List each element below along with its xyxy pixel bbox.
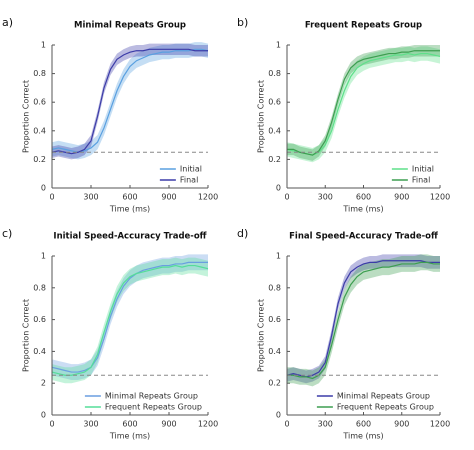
series-line (51, 261, 208, 373)
x-axis-label: Time (ms) (342, 205, 383, 214)
legend-label: Minimal Repeats Group (105, 392, 198, 401)
x-tick-label: 600 (122, 420, 137, 429)
x-tick-label: 300 (83, 420, 98, 429)
legend-label: Initial (412, 165, 434, 174)
y-tick-label: 0.4 (33, 126, 46, 135)
y-tick-label: 0.2 (268, 155, 281, 164)
confidence-band (287, 254, 440, 387)
x-tick-label: 900 (161, 193, 176, 202)
y-axis-label: Proportion Correct (22, 299, 31, 372)
chart-title: Final Speed-Accuracy Trade-off (289, 232, 438, 242)
y-tick-label: 0.6 (268, 98, 281, 107)
x-tick-label: 600 (356, 420, 371, 429)
y-tick-label: 1 (41, 252, 46, 261)
x-tick-label: 600 (356, 193, 371, 202)
legend: Minimal Repeats Group Frequent Repeats Gr… (84, 392, 202, 412)
confidence-band (52, 254, 208, 381)
y-tick-label: 0.8 (268, 283, 281, 292)
panel: b) Frequent Repeats Group 0 0.2 0.4 0.6 0.8 1 0 3… (237, 16, 450, 214)
series-line (286, 260, 440, 378)
chart-title: Initial Speed-Accuracy Trade-off (53, 232, 206, 242)
x-tick-label: 300 (318, 420, 333, 429)
x-tick-label: 1200 (430, 420, 450, 429)
y-tick-label: 0.6 (33, 98, 46, 107)
x-tick-label: 0 (284, 420, 289, 429)
legend-label: Frequent Repeats Group (105, 403, 202, 412)
x-axis-label: Time (ms) (342, 432, 383, 441)
legend-label: Frequent Repeats Group (337, 403, 434, 412)
x-axis-label: Time (ms) (109, 432, 150, 441)
panel-label: d) (237, 227, 248, 240)
panel: d) Final Speed-Accuracy Trade-off 0 0.2 0.4 0… (237, 227, 450, 441)
x-tick-label: 900 (394, 420, 409, 429)
x-tick-label: 0 (49, 420, 54, 429)
x-tick-label: 300 (83, 193, 98, 202)
x-tick-label: 900 (161, 420, 176, 429)
x-tick-label: 600 (122, 193, 137, 202)
y-axis-label: Proportion Correct (257, 299, 266, 372)
y-axis-label: Proportion Correct (257, 80, 266, 153)
y-tick-label: 0.4 (268, 126, 281, 135)
legend-label: Final (180, 176, 198, 185)
panel-label: a) (2, 16, 13, 29)
y-tick-label: 0.8 (33, 283, 46, 292)
y-tick-label: 0.4 (33, 347, 46, 356)
y-tick-label: 0.6 (33, 315, 46, 324)
confidence-band (52, 43, 208, 160)
legend: Minimal Repeats Group Frequent Repeats Gr… (316, 392, 434, 412)
series-line (51, 264, 209, 376)
x-tick-label: 0 (49, 193, 54, 202)
series-line (51, 48, 208, 155)
y-axis-label: Proportion Correct (22, 80, 31, 153)
confidence-band (287, 45, 440, 161)
panel: c) Initial Speed-Accuracy Trade-off 0 2 0.4 0… (2, 227, 218, 441)
x-tick-label: 1200 (198, 193, 218, 202)
y-tick-label: 0.8 (33, 69, 46, 78)
y-tick-label: 0 (276, 411, 281, 420)
panel-label: b) (237, 16, 248, 29)
confidence-band (52, 42, 208, 160)
confidence-band (287, 46, 440, 163)
chart-title: Frequent Repeats Group (305, 21, 422, 31)
legend: Initial Final (391, 165, 434, 185)
series-line (287, 261, 440, 380)
y-tick-label: 0.4 (268, 347, 281, 356)
legend-label: Final (412, 176, 430, 185)
panel-label: c) (2, 227, 12, 240)
y-tick-label: 0.2 (268, 379, 281, 388)
y-tick-label: 2 (41, 379, 46, 388)
y-tick-label: 0.2 (33, 155, 46, 164)
y-tick-label: 1 (276, 252, 281, 261)
x-tick-label: 1200 (198, 420, 218, 429)
y-tick-label: 0 (41, 184, 46, 193)
confidence-band (287, 254, 440, 384)
x-axis-label: Time (ms) (109, 205, 150, 214)
x-tick-label: 300 (318, 193, 333, 202)
y-tick-label: 0 (41, 411, 46, 420)
legend: Initial Final (159, 165, 202, 185)
y-tick-label: 0.6 (268, 315, 281, 324)
chart-title: Minimal Repeats Group (74, 21, 186, 31)
y-tick-label: 0.8 (268, 69, 281, 78)
x-tick-label: 900 (394, 193, 409, 202)
y-tick-label: 1 (41, 41, 46, 50)
legend-label: Initial (180, 165, 202, 174)
series-line (287, 50, 440, 156)
y-tick-label: 1 (276, 41, 281, 50)
x-tick-label: 0 (284, 193, 289, 202)
x-tick-label: 1200 (430, 193, 450, 202)
panel: a) Minimal Repeats Group 0 0.2 0.4 0.6 0.8 1 0 30… (2, 16, 218, 214)
y-tick-label: 0 (276, 184, 281, 193)
legend-label: Minimal Repeats Group (337, 392, 430, 401)
